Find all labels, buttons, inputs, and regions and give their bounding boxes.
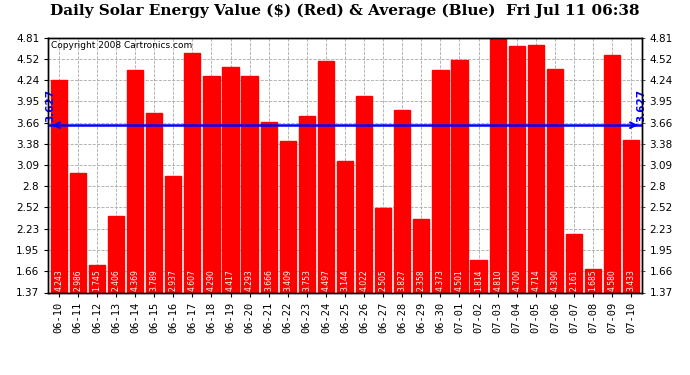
Bar [204,76,219,292]
Text: 4.417: 4.417 [226,269,235,291]
Text: 4.501: 4.501 [455,269,464,291]
Text: 4.290: 4.290 [207,269,216,291]
Text: 4.293: 4.293 [245,269,254,291]
Bar [585,269,601,292]
Text: 3.666: 3.666 [264,269,273,291]
Text: 4.373: 4.373 [436,269,445,291]
Text: 3.433: 3.433 [627,269,635,291]
Text: 3.627: 3.627 [46,89,55,122]
Bar [604,54,620,292]
Bar [433,70,448,292]
Bar [299,116,315,292]
Text: 2.937: 2.937 [169,269,178,291]
Bar [623,140,640,292]
Text: 1.814: 1.814 [474,270,483,291]
Bar [127,70,144,292]
Bar [528,45,544,292]
Text: Daily Solar Energy Value ($) (Red) & Average (Blue)  Fri Jul 11 06:38: Daily Solar Energy Value ($) (Red) & Ave… [50,4,640,18]
Text: 2.986: 2.986 [73,269,82,291]
Text: 3.144: 3.144 [340,269,350,291]
Bar [222,67,239,292]
Bar [146,113,162,292]
Text: 2.358: 2.358 [417,269,426,291]
Bar [489,38,506,292]
Text: 4.580: 4.580 [608,269,617,291]
Bar [509,46,525,292]
Bar [318,61,334,292]
Text: 4.810: 4.810 [493,269,502,291]
Text: 3.827: 3.827 [397,269,406,291]
Text: 4.022: 4.022 [359,269,368,291]
Text: 1.685: 1.685 [589,269,598,291]
Text: 3.753: 3.753 [302,269,311,291]
Text: 2.161: 2.161 [569,270,578,291]
Bar [375,209,391,292]
Text: 3.789: 3.789 [150,269,159,291]
Bar [70,173,86,292]
Bar [394,110,411,292]
Bar [89,265,105,292]
Bar [165,176,181,292]
Text: 4.714: 4.714 [531,269,540,291]
Bar [50,80,67,292]
Bar [241,76,257,292]
Bar [451,60,468,292]
Bar [356,96,372,292]
Bar [261,122,277,292]
Text: 1.745: 1.745 [92,269,101,291]
Text: Copyright 2008 Cartronics.com: Copyright 2008 Cartronics.com [51,41,193,50]
Text: 2.505: 2.505 [379,269,388,291]
Text: 4.243: 4.243 [55,269,63,291]
Bar [471,260,486,292]
Bar [108,216,124,292]
Bar [566,234,582,292]
Bar [337,161,353,292]
Text: 3.409: 3.409 [284,269,293,291]
Text: 4.497: 4.497 [322,269,331,291]
Bar [413,219,429,292]
Bar [279,141,296,292]
Text: 4.607: 4.607 [188,269,197,291]
Bar [546,69,563,292]
Text: 4.369: 4.369 [130,269,139,291]
Text: 2.406: 2.406 [112,269,121,291]
Text: 3.627: 3.627 [637,89,647,122]
Bar [184,53,201,292]
Text: 4.390: 4.390 [551,269,560,291]
Text: 4.700: 4.700 [512,269,521,291]
